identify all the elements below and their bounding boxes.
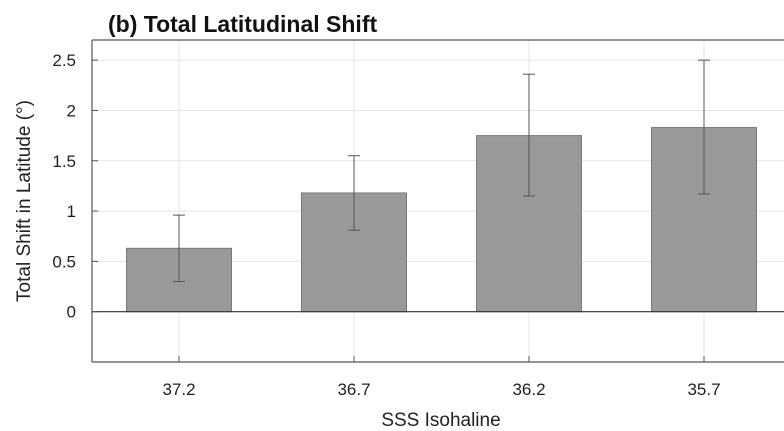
y-tick-label: 2.5 (52, 51, 76, 70)
x-tick-label: 36.7 (337, 380, 370, 399)
y-tick-label: 1 (67, 202, 76, 221)
x-tick-label: 35.7 (687, 380, 720, 399)
x-axis-label: SSS Isohaline (381, 410, 500, 431)
axes-frame (91, 39, 784, 363)
y-tick-label: 1.5 (52, 152, 76, 171)
x-tick-labels: 37.2 36.7 36.2 35.7 (162, 356, 721, 399)
error-bars (173, 59, 710, 282)
x-tick-label: 36.2 (512, 380, 545, 399)
y-tick-label: 0 (67, 303, 76, 322)
x-tick-label: 37.2 (162, 380, 195, 399)
y-tick-labels: 0 0.5 1 1.5 2 2.5 (52, 51, 98, 322)
chart-title: (b) Total Latitudinal Shift (108, 11, 377, 37)
y-tick-label: 0.5 (52, 252, 76, 271)
y-tick-label: 2 (67, 101, 76, 120)
y-axis-label: Total Shift in Latitude (°) (14, 100, 35, 302)
